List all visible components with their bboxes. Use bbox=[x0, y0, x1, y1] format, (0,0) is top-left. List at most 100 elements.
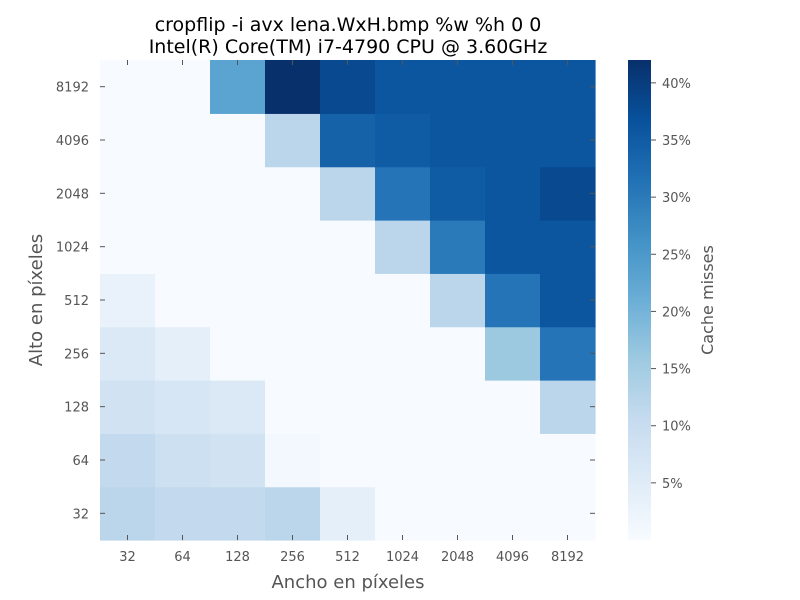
heatmap-cell-8192x4096 bbox=[540, 113, 596, 168]
heatmap-cell-32x512 bbox=[100, 273, 156, 328]
y-tick-label: 128 bbox=[64, 401, 89, 416]
heatmap-cell-8192x8192 bbox=[540, 60, 596, 114]
heatmap-cell-4096x64 bbox=[485, 433, 541, 488]
heatmap-cell-32x1024 bbox=[100, 220, 156, 274]
heatmap-cell-32x64 bbox=[100, 433, 156, 488]
heatmap-cell-32x256 bbox=[100, 326, 156, 381]
heatmap-cell-64x2048 bbox=[155, 166, 211, 221]
heatmap-cell-128x256 bbox=[210, 326, 266, 381]
colorbar-tick-label: 25% bbox=[662, 248, 691, 263]
heatmap-cell-512x8192 bbox=[320, 60, 376, 114]
heatmap-cell-128x8192 bbox=[210, 60, 266, 114]
y-tick-label: 512 bbox=[64, 294, 89, 309]
heatmap-cell-64x512 bbox=[155, 273, 211, 328]
x-tick-label: 2048 bbox=[441, 550, 474, 565]
heatmap-cell-2048x512 bbox=[430, 273, 486, 328]
heatmap-cell-2048x128 bbox=[430, 380, 486, 434]
heatmap-cell-64x128 bbox=[155, 380, 211, 434]
heatmap-cell-64x256 bbox=[155, 326, 211, 381]
heatmap-cell-8192x64 bbox=[540, 433, 596, 488]
heatmap-cell-256x1024 bbox=[265, 220, 321, 274]
chart-title-line1: cropflip -i avx lena.WxH.bmp %w %h 0 0 bbox=[155, 14, 542, 36]
x-axis-ticks: 32 64 128 256 512 1024 2048 4096 8192 bbox=[119, 60, 584, 565]
heatmap-cell-512x128 bbox=[320, 380, 376, 434]
heatmap-cell-4096x8192 bbox=[485, 60, 541, 114]
heatmap-cell-2048x1024 bbox=[430, 220, 486, 274]
heatmap-cell-4096x4096 bbox=[485, 113, 541, 168]
y-tick-label: 256 bbox=[64, 347, 89, 362]
heatmap-cell-1024x8192 bbox=[375, 60, 431, 114]
heatmap-cells bbox=[100, 60, 596, 541]
colorbar-tick-label: 40% bbox=[662, 77, 691, 92]
heatmap-cell-8192x128 bbox=[540, 380, 596, 434]
heatmap-cell-1024x32 bbox=[375, 486, 431, 541]
heatmap-cell-32x128 bbox=[100, 380, 156, 434]
heatmap-cell-32x2048 bbox=[100, 166, 156, 221]
heatmap-cell-1024x2048 bbox=[375, 166, 431, 221]
heatmap-cell-8192x1024 bbox=[540, 220, 596, 274]
heatmap-cell-32x4096 bbox=[100, 113, 156, 168]
heatmap-cell-2048x256 bbox=[430, 326, 486, 381]
y-tick-label: 8192 bbox=[56, 81, 89, 96]
heatmap-cell-128x32 bbox=[210, 486, 266, 541]
heatmap-cell-4096x2048 bbox=[485, 166, 541, 221]
heatmap-cell-2048x32 bbox=[430, 486, 486, 541]
y-axis-ticks: 32 64 128 256 512 1024 2048 4096 8192 bbox=[56, 81, 595, 522]
colorbar-ticks: 5% 10% 15% 20% 25% 30% 35% 40% bbox=[651, 77, 691, 492]
heatmap-cell-32x8192 bbox=[100, 60, 156, 114]
heatmap-cell-128x64 bbox=[210, 433, 266, 488]
colorbar-tick-label: 5% bbox=[662, 477, 683, 492]
heatmap-cell-256x256 bbox=[265, 326, 321, 381]
heatmap-cell-8192x32 bbox=[540, 486, 596, 541]
heatmap-cell-128x4096 bbox=[210, 113, 266, 168]
heatmap-cell-1024x64 bbox=[375, 433, 431, 488]
heatmap-cell-128x512 bbox=[210, 273, 266, 328]
colorbar-tick-label: 15% bbox=[662, 363, 691, 378]
x-tick-label: 256 bbox=[280, 550, 305, 565]
x-axis-label: Ancho en píxeles bbox=[271, 572, 424, 593]
chart-title-line2: Intel(R) Core(TM) i7-4790 CPU @ 3.60GHz bbox=[149, 36, 548, 58]
y-tick-label: 1024 bbox=[56, 241, 89, 256]
heatmap-cell-256x32 bbox=[265, 486, 321, 541]
colorbar-tick-label: 35% bbox=[662, 134, 691, 149]
heatmap-cell-512x4096 bbox=[320, 113, 376, 168]
heatmap-cell-2048x4096 bbox=[430, 113, 486, 168]
x-tick-label: 32 bbox=[119, 550, 136, 565]
x-tick-label: 512 bbox=[335, 550, 360, 565]
y-tick-label: 2048 bbox=[56, 187, 89, 202]
heatmap-cell-512x256 bbox=[320, 326, 376, 381]
heatmap-cell-512x64 bbox=[320, 433, 376, 488]
heatmap-cell-4096x1024 bbox=[485, 220, 541, 274]
heatmap-cell-128x128 bbox=[210, 380, 266, 434]
heatmap-cell-4096x512 bbox=[485, 273, 541, 328]
heatmap-cell-2048x64 bbox=[430, 433, 486, 488]
heatmap-cell-256x4096 bbox=[265, 113, 321, 168]
heatmap-cell-512x512 bbox=[320, 273, 376, 328]
x-tick-label: 64 bbox=[174, 550, 191, 565]
heatmap-cell-512x2048 bbox=[320, 166, 376, 221]
y-tick-label: 64 bbox=[72, 454, 89, 469]
heatmap-cell-64x64 bbox=[155, 433, 211, 488]
x-tick-label: 8192 bbox=[551, 550, 584, 565]
heatmap-cell-256x64 bbox=[265, 433, 321, 488]
x-tick-label: 4096 bbox=[496, 550, 529, 565]
heatmap-cell-4096x256 bbox=[485, 326, 541, 381]
colorbar-tick-label: 20% bbox=[662, 305, 691, 320]
heatmap-cell-64x32 bbox=[155, 486, 211, 541]
colorbar-tick-label: 10% bbox=[662, 420, 691, 435]
y-tick-label: 32 bbox=[72, 507, 89, 522]
heatmap-cell-128x2048 bbox=[210, 166, 266, 221]
heatmap-cell-1024x256 bbox=[375, 326, 431, 381]
heatmap-cell-256x512 bbox=[265, 273, 321, 328]
heatmap-cell-8192x512 bbox=[540, 273, 596, 328]
heatmap-cell-2048x8192 bbox=[430, 60, 486, 114]
heatmap-cell-1024x4096 bbox=[375, 113, 431, 168]
y-axis-label: Alto en píxeles bbox=[26, 234, 47, 366]
heatmap-cell-256x8192 bbox=[265, 60, 321, 114]
y-tick-label: 4096 bbox=[56, 134, 89, 149]
heatmap-cell-512x32 bbox=[320, 486, 376, 541]
heatmap-cell-2048x2048 bbox=[430, 166, 486, 221]
heatmap-cell-512x1024 bbox=[320, 220, 376, 274]
heatmap-cell-32x32 bbox=[100, 486, 156, 541]
heatmap-cell-1024x1024 bbox=[375, 220, 431, 274]
